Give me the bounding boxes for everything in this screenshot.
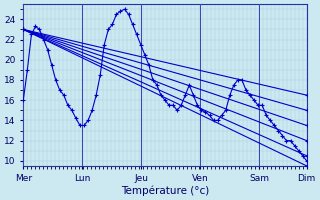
X-axis label: Température (°c): Température (°c)	[121, 185, 209, 196]
